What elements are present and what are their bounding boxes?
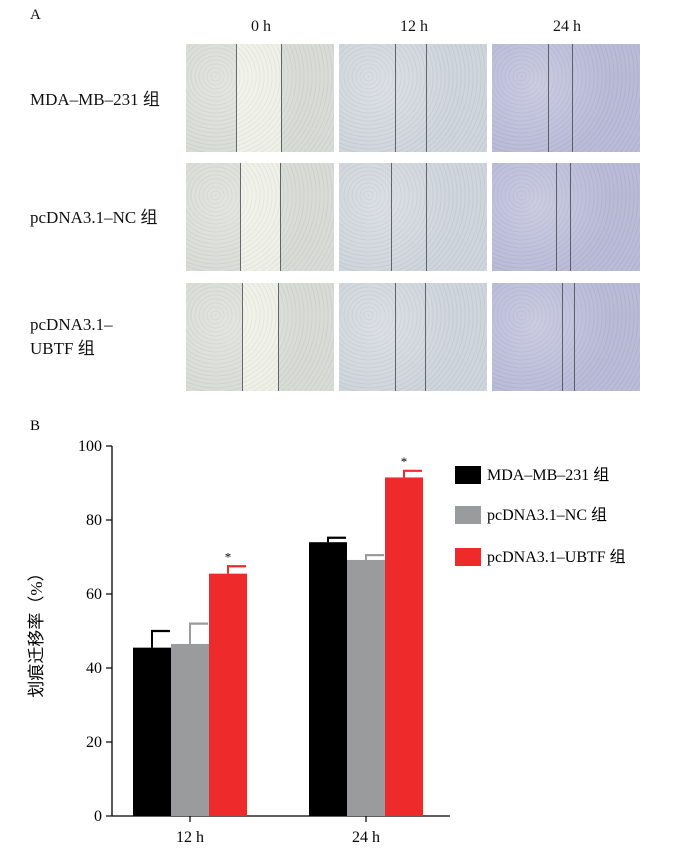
- wound-edge-line: [391, 163, 392, 271]
- wound-edge-line: [548, 44, 549, 152]
- y-tick-label: 20: [86, 734, 102, 751]
- bar: [171, 643, 209, 816]
- bar: [309, 542, 347, 816]
- chart-bars: **: [133, 454, 423, 816]
- chart-legend: MDA–MB–231 组 pcDNA3.1–NC 组 pcDNA3.1–UBTF 组: [455, 466, 626, 566]
- y-axis-label: 划痕迁移率（%）: [27, 564, 46, 697]
- row-label-line: UBTF 组: [30, 339, 95, 358]
- bar: [347, 559, 385, 816]
- wound-edge-line: [395, 283, 396, 391]
- legend-swatch: [455, 548, 481, 566]
- wound-edge-line: [280, 163, 281, 271]
- wound-edge-line: [562, 283, 563, 391]
- wound-edge-line: [278, 283, 279, 391]
- wound-edge-line: [425, 283, 426, 391]
- y-tick-label: 60: [86, 586, 102, 603]
- micrograph-0-0: [186, 44, 334, 152]
- row-label-mda-mb-231: MDA–MB–231 组: [30, 88, 190, 112]
- micrograph-0-1: [339, 44, 487, 152]
- legend-swatch: [455, 466, 481, 484]
- row-label-line: pcDNA3.1–: [30, 315, 113, 334]
- time-label-12h: 12 h: [400, 18, 428, 35]
- legend-entry: pcDNA3.1–UBTF 组: [487, 548, 626, 566]
- bar: [209, 573, 247, 816]
- significance-marker: *: [225, 549, 232, 564]
- wound-edge-line: [426, 44, 427, 152]
- x-tick-label: 12 h: [176, 829, 204, 846]
- significance-marker: *: [401, 454, 408, 469]
- row-label-line: pcDNA3.1–NC 组: [30, 208, 158, 227]
- panel-b-label: B: [30, 418, 40, 434]
- legend-entry: pcDNA3.1–NC 组: [487, 506, 607, 524]
- bar: [133, 647, 171, 816]
- wound-edge-line: [570, 163, 571, 271]
- micrograph-2-1: [339, 283, 487, 391]
- wound-edge-line: [572, 44, 573, 152]
- wound-edge-line: [240, 163, 241, 271]
- row-label-pcdna-nc: pcDNA3.1–NC 组: [30, 206, 190, 230]
- micrograph-2-2: [492, 283, 640, 391]
- wound-edge-line: [242, 283, 243, 391]
- micrograph-2-0: [186, 283, 334, 391]
- micrograph-1-1: [339, 163, 487, 271]
- legend-swatch: [455, 506, 481, 524]
- x-tick-label: 24 h: [352, 829, 380, 846]
- row-label-pcdna-ubtf: pcDNA3.1– UBTF 组: [30, 313, 190, 361]
- y-tick-label: 0: [94, 808, 102, 825]
- wound-edge-line: [395, 44, 396, 152]
- bar: [385, 477, 423, 816]
- wound-edge-line: [574, 283, 575, 391]
- y-tick-label: 80: [86, 512, 102, 529]
- legend-entry: MDA–MB–231 组: [487, 466, 609, 484]
- row-label-line: MDA–MB–231 组: [30, 90, 160, 109]
- micrograph-1-0: [186, 163, 334, 271]
- chart-axes: 0 20 40 60 80 100 划痕迁移率（%） 12 h 24 h: [27, 438, 450, 846]
- time-label-0h: 0 h: [251, 18, 271, 35]
- micrograph-0-2: [492, 44, 640, 152]
- micrograph-1-2: [492, 163, 640, 271]
- panel-a-label: A: [30, 7, 41, 23]
- y-tick-label: 40: [86, 660, 102, 677]
- wound-edge-line: [281, 44, 282, 152]
- wound-edge-line: [426, 163, 427, 271]
- time-label-24h: 24 h: [553, 18, 581, 35]
- wound-edge-line: [556, 163, 557, 271]
- y-tick-label: 100: [78, 438, 102, 455]
- wound-edge-line: [236, 44, 237, 152]
